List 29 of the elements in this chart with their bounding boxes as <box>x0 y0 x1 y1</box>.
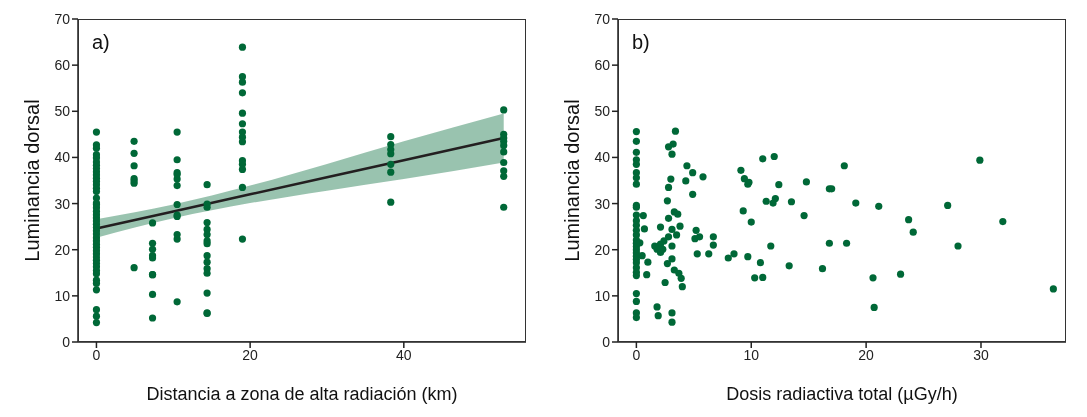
y-tick-label: 0 <box>62 333 71 350</box>
y-tick-label: 50 <box>54 103 71 120</box>
x-axis-title: Dosis radiactiva total (µGy/h) <box>726 384 958 404</box>
y-tick-label: 30 <box>594 195 611 212</box>
y-tick-label: 0 <box>602 333 611 350</box>
y-tick-label: 10 <box>594 287 611 304</box>
y-tick-label: 40 <box>594 149 611 166</box>
x-tick-label: 0 <box>92 346 101 363</box>
annotation: b) <box>632 31 650 54</box>
annotation: a) <box>92 31 110 54</box>
y-tick-label: 20 <box>594 241 611 258</box>
y-tick-label: 20 <box>54 241 71 258</box>
x-tick-label: 40 <box>396 346 412 363</box>
y-tick-label: 70 <box>54 10 71 27</box>
x-tick-label: 10 <box>743 346 760 363</box>
x-tick-label: 20 <box>242 346 259 363</box>
x-tick-label: 0 <box>632 346 641 363</box>
y-tick-label: 10 <box>54 287 71 304</box>
y-tick-label: 30 <box>54 195 71 212</box>
y-tick-label: 50 <box>594 103 611 120</box>
y-tick-label: 40 <box>54 149 71 166</box>
x-tick-label: 30 <box>973 346 989 363</box>
y-axis-title: Luminancia dorsal <box>21 99 44 262</box>
x-axis-title: Distancia a zona de alta radiación (km) <box>146 384 458 404</box>
y-tick-label: 70 <box>594 10 611 27</box>
y-tick-label: 60 <box>594 57 611 74</box>
y-tick-label: 60 <box>54 57 71 74</box>
y-axis-title: Luminancia dorsal <box>561 99 584 262</box>
x-tick-label: 20 <box>858 346 875 363</box>
